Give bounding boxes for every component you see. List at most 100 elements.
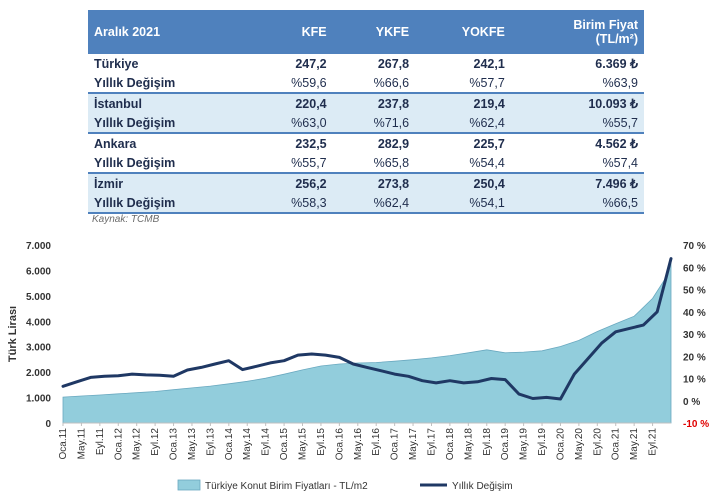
header-unit-price-line1: Birim Fiyat <box>573 18 638 32</box>
row-name: Türkiye <box>94 56 139 71</box>
row-name: Yıllık Değişim <box>88 193 251 214</box>
x-tick-label: Eyl.16 <box>371 428 382 456</box>
cell-yokfe: 242,1 <box>473 56 505 71</box>
left-tick-label: 0 <box>45 419 51 430</box>
x-tick-label: Eyl.14 <box>261 428 272 456</box>
header-period: Aralık 2021 <box>88 10 251 54</box>
cell-price: %55,7 <box>510 113 644 133</box>
x-tick-label: Eyl.15 <box>316 428 327 456</box>
table-row: Türkiye 247,2 267,8 242,1 6.369 ₺ <box>88 54 644 73</box>
left-axis-ticks: 0 1.000 2.000 3.000 4.000 5.000 6.000 7.000 <box>26 241 51 430</box>
cell-kfe: %59,6 <box>291 75 327 90</box>
header-yokfe: YOKFE <box>415 10 511 54</box>
x-tick-label: Oca.13 <box>169 428 180 461</box>
cell-ykfe: %62,4 <box>332 193 416 214</box>
header-ykfe: YKFE <box>332 10 416 54</box>
x-tick-label: Oca.14 <box>224 428 235 461</box>
row-name: İzmir <box>88 172 251 193</box>
x-tick-label: Eyl.12 <box>150 428 161 456</box>
cell-ykfe: %71,6 <box>332 113 416 133</box>
right-tick-label: 60 % <box>683 263 706 274</box>
cell-ykfe: 237,8 <box>332 92 416 113</box>
area-layer <box>62 260 672 424</box>
cell-ykfe: %66,6 <box>373 75 410 90</box>
x-tick-label: May.18 <box>463 428 474 460</box>
line-layer <box>61 257 673 401</box>
table-row: Ankara 232,5 282,9 225,7 4.562 ₺ <box>88 132 644 153</box>
table-row: Yıllık Değişim %58,3 %62,4 %54,1 %66,5 <box>88 193 644 214</box>
cell-yokfe: %57,7 <box>469 75 505 90</box>
left-tick-label: 4.000 <box>26 317 51 328</box>
legend-label-area: Türkiye Konut Birim Fiyatları - TL/m2 <box>205 481 368 492</box>
x-tick-label: May.11 <box>76 428 87 460</box>
right-tick-label: 10 % <box>683 375 706 386</box>
cell-ykfe: 267,8 <box>377 56 410 71</box>
x-tick-label: Eyl.13 <box>205 428 216 456</box>
x-tick-label: May.12 <box>132 428 143 460</box>
cell-kfe: 256,2 <box>250 172 333 193</box>
left-tick-label: 3.000 <box>26 343 51 354</box>
x-axis-ticks: Oca.11 May.11 Eyl.11 Oca.12 May.12 Eyl.12 Oca.… <box>58 423 659 460</box>
x-tick-label: Eyl.11 <box>95 428 106 455</box>
x-tick-label: May.19 <box>519 428 530 460</box>
legend-swatch-area <box>177 479 201 491</box>
x-tick-label: May.15 <box>298 428 309 460</box>
cell-yokfe: %54,4 <box>469 155 505 170</box>
right-tick-label: 20 % <box>683 352 706 363</box>
legend-label-line: Yıllık Değişim <box>452 481 513 492</box>
annual-change-line-series <box>61 257 673 401</box>
x-tick-label: Oca.12 <box>113 428 124 461</box>
x-tick-label: May.17 <box>408 428 419 460</box>
right-tick-label: 30 % <box>683 330 706 341</box>
x-tick-label: Oca.16 <box>334 428 345 461</box>
cell-ykfe: 282,9 <box>332 132 416 153</box>
row-name: İstanbul <box>88 92 251 113</box>
table-row: Yıllık Değişim %59,6 %66,6 %57,7 %63,9 <box>88 73 644 93</box>
table-row: Yıllık Değişim %55,7 %65,8 %54,4 %57,4 <box>88 153 644 173</box>
left-tick-label: 2.000 <box>26 368 51 379</box>
x-tick-label: May.13 <box>187 428 198 460</box>
cell-yokfe: %54,1 <box>415 193 511 214</box>
cell-kfe: 220,4 <box>250 92 333 113</box>
row-name: Yıllık Değişim <box>88 113 251 133</box>
chart-legend: Türkiye Konut Birim Fiyatları - TL/m2 Yıl… <box>177 479 513 492</box>
x-tick-label: Oca.17 <box>390 428 401 461</box>
header-unit-price-line2: (TL/m²) <box>595 32 638 46</box>
table-row: İstanbul 220,4 237,8 219,4 10.093 ₺ <box>88 92 644 113</box>
x-tick-label: May.16 <box>353 428 364 460</box>
x-tick-label: May.20 <box>574 428 585 460</box>
right-axis-ticks: -10 % 0 % 10 % 20 % 30 % 40 % 50 % 60 % 70 % <box>683 241 709 430</box>
cell-kfe: %55,7 <box>291 155 327 170</box>
housing-price-table: Aralık 2021 KFE YKFE YOKFE Birim Fiyat (… <box>88 10 644 214</box>
cell-price: 7.496 ₺ <box>510 172 644 193</box>
left-tick-label: 5.000 <box>26 292 51 303</box>
cell-price: 10.093 ₺ <box>510 92 644 113</box>
x-tick-label: Eyl.19 <box>537 428 548 456</box>
table-row: Yıllık Değişim %63,0 %71,6 %62,4 %55,7 <box>88 113 644 133</box>
cell-yokfe: 219,4 <box>415 92 511 113</box>
cell-yokfe: 225,7 <box>415 132 511 153</box>
price-chart: 0 1.000 2.000 3.000 4.000 5.000 6.000 7.000 -10… <box>7 241 709 492</box>
x-tick-label: Oca.15 <box>279 428 290 461</box>
y-axis-title: Türk Lirası <box>7 306 19 362</box>
x-tick-label: May.21 <box>629 428 640 460</box>
header-kfe: KFE <box>250 10 333 54</box>
cell-kfe: %63,0 <box>250 113 333 133</box>
left-tick-label: 6.000 <box>26 266 51 277</box>
x-tick-label: Eyl.17 <box>426 428 437 456</box>
table-header-row: Aralık 2021 KFE YKFE YOKFE Birim Fiyat (… <box>88 10 644 54</box>
right-tick-label: 40 % <box>683 308 706 319</box>
row-name: Ankara <box>88 132 251 153</box>
cell-price: %57,4 <box>602 155 638 170</box>
cell-price: %63,9 <box>602 75 638 90</box>
right-tick-label: -10 % <box>683 419 709 430</box>
cell-kfe: %58,3 <box>250 193 333 214</box>
cell-price: 6.369 ₺ <box>595 57 638 71</box>
cell-yokfe: 250,4 <box>415 172 511 193</box>
price-area-series <box>62 260 672 424</box>
row-name: Yıllık Değişim <box>94 155 176 170</box>
source-note: Kaynak: TCMB <box>92 214 160 225</box>
x-tick-label: Oca.21 <box>611 428 622 461</box>
x-tick-label: Oca.19 <box>500 428 511 461</box>
x-tick-label: Oca.18 <box>445 428 456 461</box>
